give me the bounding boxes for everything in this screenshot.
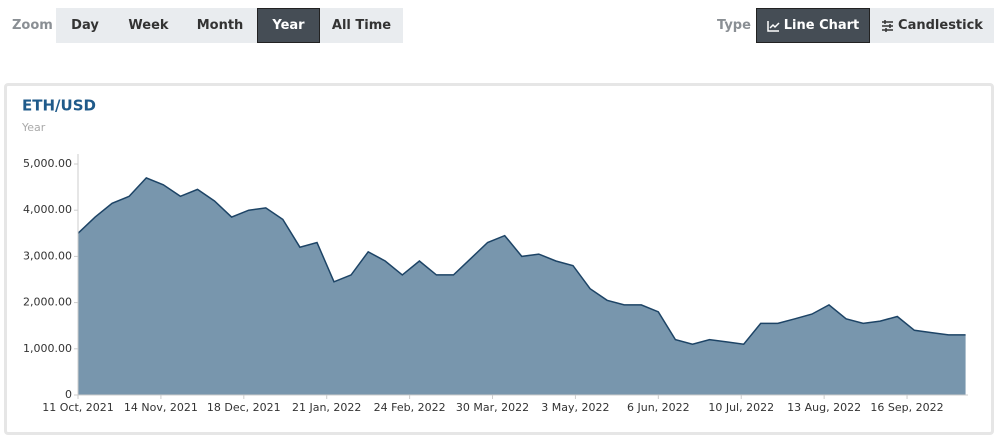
zoom-group: Day Week Month Year All Time: [56, 8, 403, 43]
x-tick-label: 13 Aug, 2022: [787, 401, 861, 414]
chart-title: ETH/USD: [22, 97, 96, 115]
button-text: Line Chart: [783, 18, 860, 33]
zoom-button[interactable]: Month: [183, 8, 257, 43]
candlestick-icon: [882, 19, 894, 32]
y-tick-label: 0: [65, 388, 72, 401]
chart-card: [4, 83, 994, 435]
x-tick-label: 21 Jan, 2022: [292, 401, 361, 414]
x-tick-label: 30 Mar, 2022: [456, 401, 529, 414]
x-tick-label: 14 Nov, 2021: [124, 401, 198, 414]
area: [78, 177, 966, 395]
x-tick-label: 3 May, 2022: [541, 401, 609, 414]
x-tick-label: 10 Jul, 2022: [708, 401, 774, 414]
type-button[interactable]: Candlestick: [870, 8, 994, 43]
zoom-button[interactable]: Week: [114, 8, 183, 43]
y-tick-label: 2,000.00: [23, 296, 72, 309]
type-group: Line Chart Candlestick: [756, 8, 994, 43]
type-button[interactable]: Line Chart: [756, 8, 870, 43]
line-chart-icon: [766, 20, 780, 32]
zoom-button[interactable]: Day: [56, 8, 114, 43]
line: [77, 177, 966, 345]
chart-subtitle: Year: [21, 121, 46, 134]
zoom-label: Zoom: [12, 18, 53, 33]
button-text: Candlestick: [898, 18, 983, 33]
y-tick-label: 4,000.00: [23, 203, 72, 216]
x-tick-label: 16 Sep, 2022: [870, 401, 943, 414]
x-tick-label: 18 Dec, 2021: [207, 401, 281, 414]
type-label: Type: [717, 18, 751, 33]
y-tick-label: 5,000.00: [23, 157, 72, 170]
x-tick-label: 24 Feb, 2022: [374, 401, 446, 414]
zoom-button[interactable]: All Time: [320, 8, 403, 43]
y-tick-label: 3,000.00: [23, 249, 72, 262]
zoom-button[interactable]: Year: [257, 8, 320, 43]
x-tick-label: 11 Oct, 2021: [42, 401, 114, 414]
y-tick-label: 1,000.00: [23, 342, 72, 355]
x-tick-label: 6 Jun, 2022: [627, 401, 690, 414]
